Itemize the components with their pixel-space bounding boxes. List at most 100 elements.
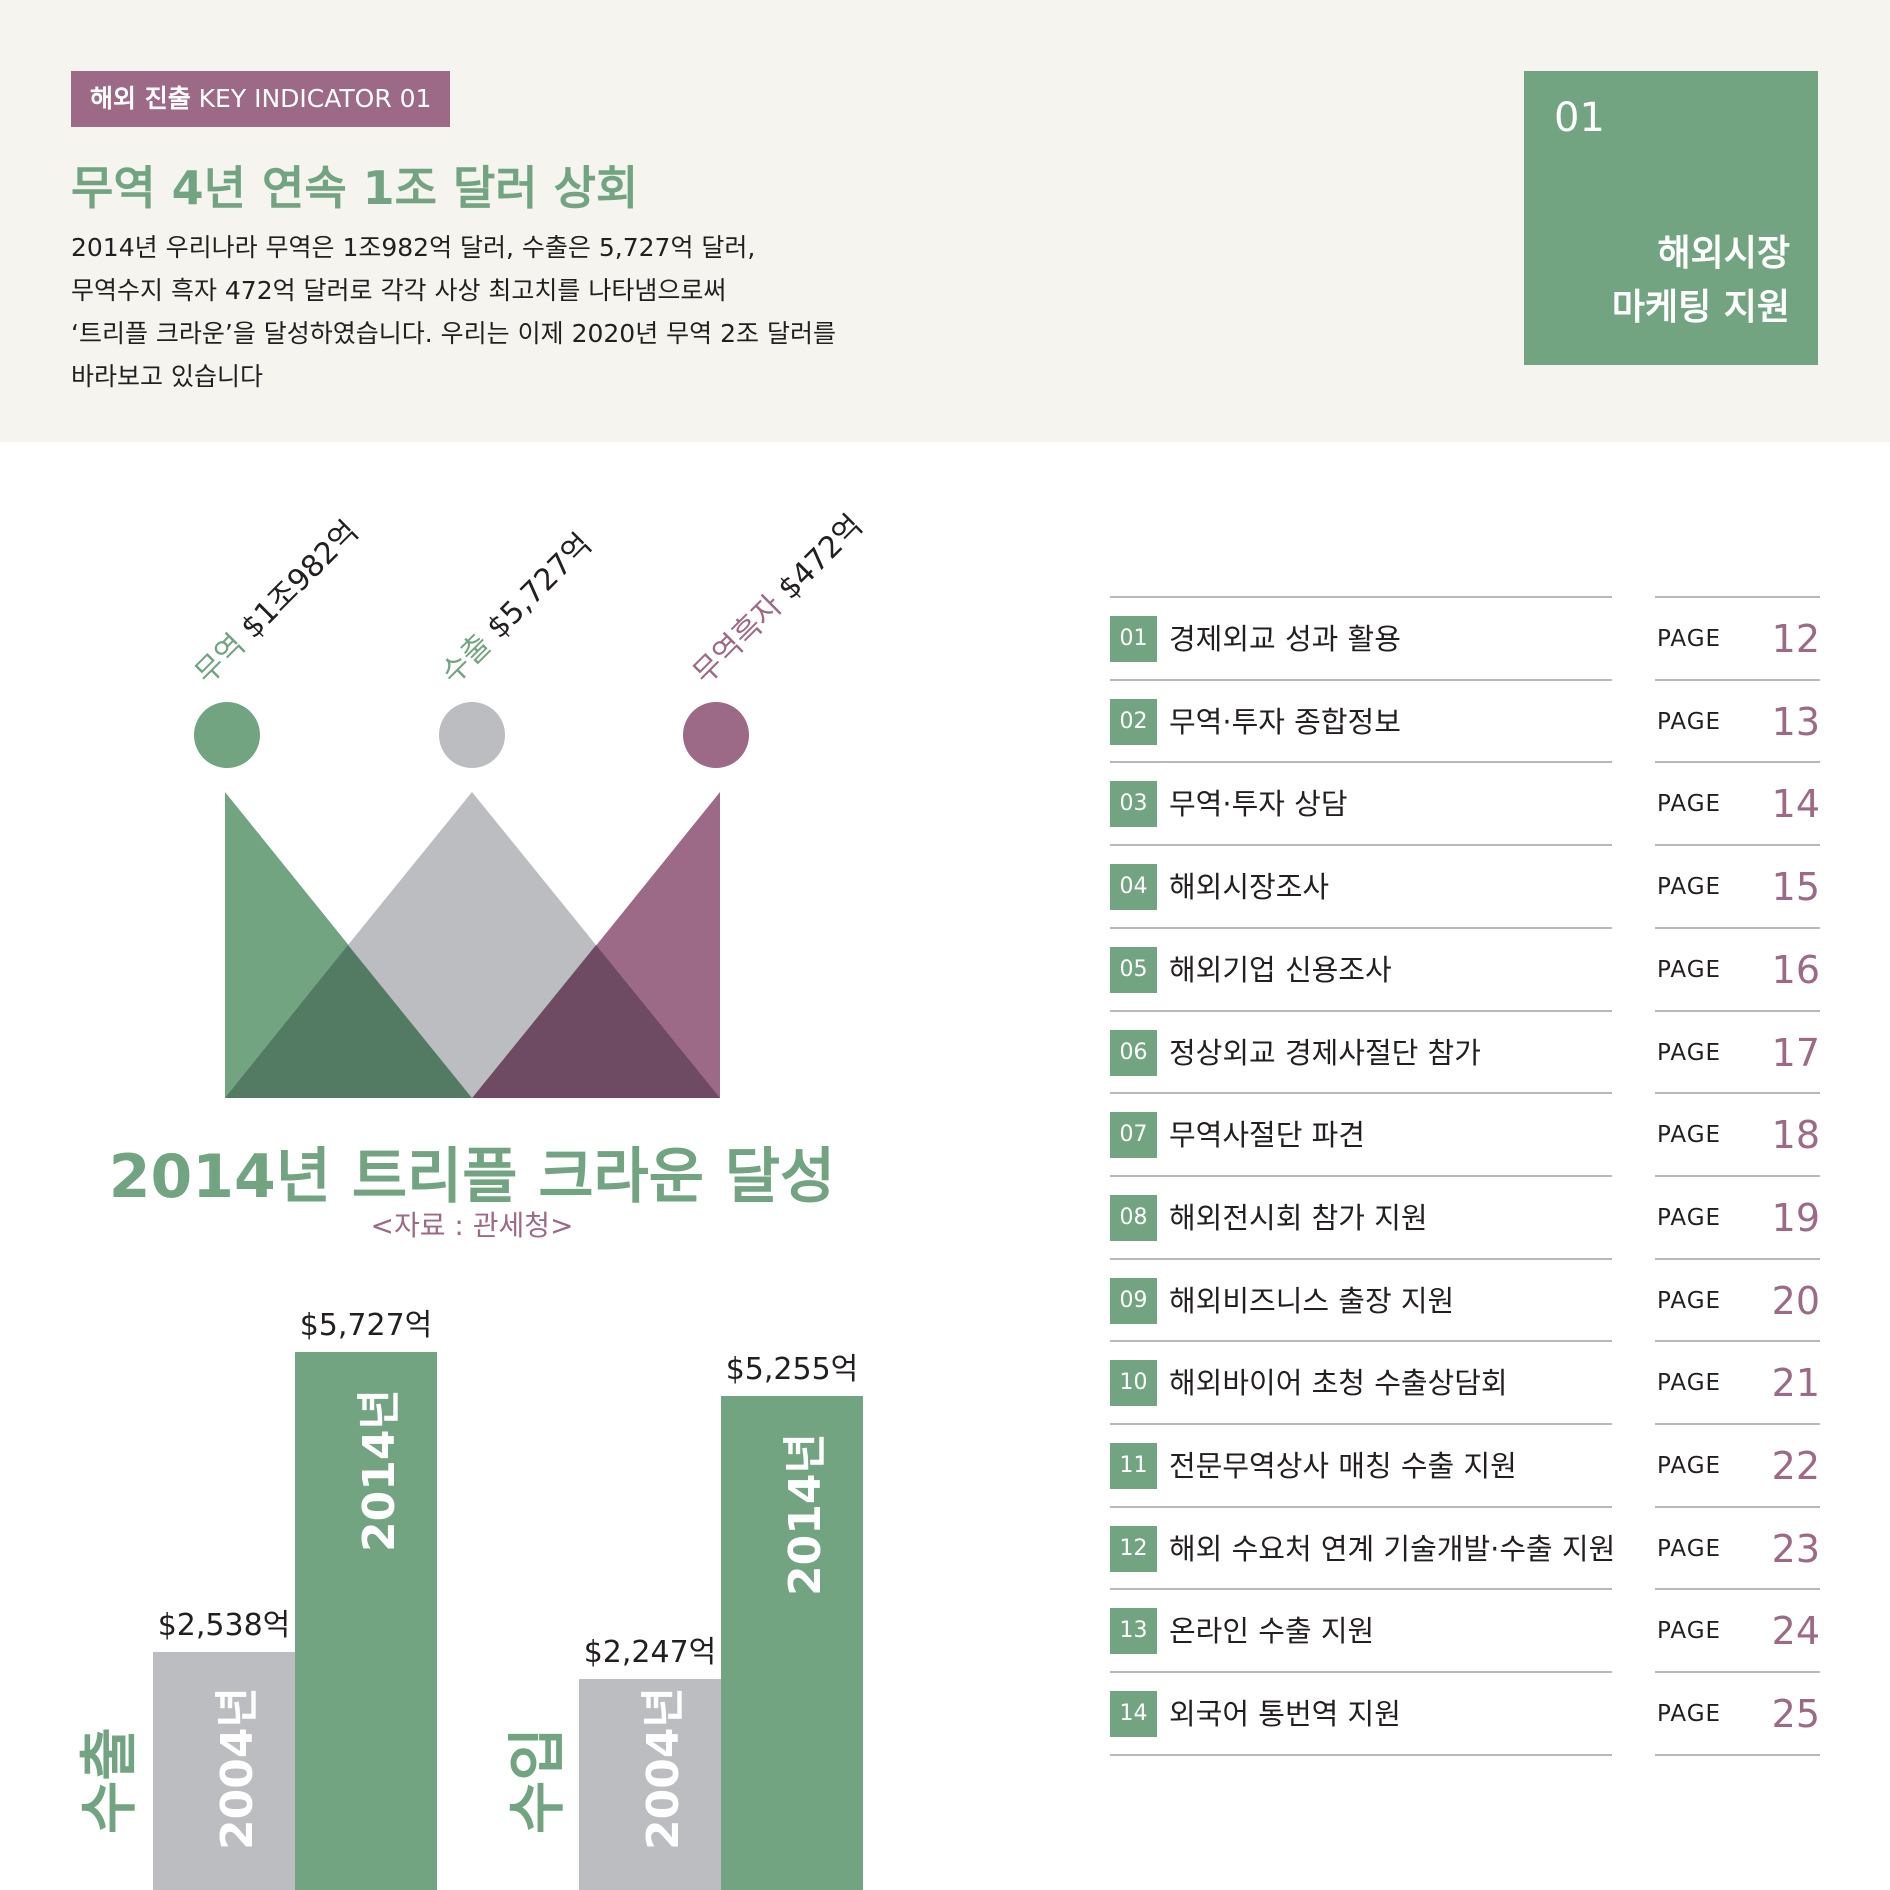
key-indicator-tag: 해외 진출 KEY INDICATOR 01 <box>71 71 451 127</box>
description-line: ‘트리플 크라운’을 달성하였습니다. 우리는 이제 2020년 무역 2조 달… <box>71 319 836 348</box>
toc-page-number: 22 <box>1771 1444 1820 1488</box>
toc-page-label: PAGE <box>1657 1536 1722 1562</box>
toc-page-number: 21 <box>1771 1361 1820 1405</box>
toc-page-label: PAGE <box>1657 1701 1722 1727</box>
page-title: 무역 4년 연속 1조 달러 상회 <box>71 161 639 215</box>
toc-number: 06 <box>1110 1030 1157 1076</box>
toc-label: 무역·투자 종합정보 <box>1169 705 1401 739</box>
toc-page-number: 12 <box>1771 617 1820 661</box>
bar-value-label: $2,247억 <box>583 1635 717 1670</box>
toc-label: 정상외교 경제사절단 참가 <box>1169 1036 1481 1070</box>
bar-year-label: 2004년 <box>212 1687 263 1850</box>
toc-page-number: 18 <box>1771 1113 1820 1157</box>
divider <box>1655 927 1820 929</box>
divider <box>1110 1671 1612 1673</box>
toc-label: 해외시장조사 <box>1169 870 1330 904</box>
divider <box>1110 1258 1612 1260</box>
bar-year-label: 2014년 <box>354 1389 405 1552</box>
divider <box>1655 1092 1820 1094</box>
toc-row[interactable]: 12 해외 수요처 연계 기술개발·수출 지원 PAGE 23 <box>1110 1506 1820 1589</box>
bar-group-label: 수출 <box>75 1727 143 1834</box>
divider <box>1110 761 1612 763</box>
triple-crown-graphic <box>194 702 749 1098</box>
toc-number: 11 <box>1110 1443 1157 1489</box>
toc-row[interactable]: 14 외국어 통번역 지원 PAGE 25 <box>1110 1671 1820 1754</box>
section-number: 01 <box>1554 95 1605 141</box>
toc-label: 해외 수요처 연계 기술개발·수출 지원 <box>1169 1532 1616 1566</box>
toc-page-number: 16 <box>1771 948 1820 992</box>
divider <box>1110 1506 1612 1508</box>
divider <box>1110 927 1612 929</box>
toc-page-number: 15 <box>1771 865 1820 909</box>
toc-row[interactable]: 13 온라인 수출 지원 PAGE 24 <box>1110 1588 1820 1671</box>
divider <box>1655 679 1820 681</box>
toc-page-number: 13 <box>1771 700 1820 744</box>
bar: 2014년 <box>295 1352 437 1890</box>
toc-page-label: PAGE <box>1657 709 1722 735</box>
toc-row[interactable]: 07 무역사절단 파견 PAGE 18 <box>1110 1092 1820 1175</box>
divider <box>1655 1175 1820 1177</box>
toc-page-label: PAGE <box>1657 1370 1722 1396</box>
toc-page-number: 19 <box>1771 1196 1820 1240</box>
divider <box>1110 596 1612 598</box>
data-source: <자료 : 관세청> <box>370 1209 574 1242</box>
toc-row[interactable]: 05 해외기업 신용조사 PAGE 16 <box>1110 927 1820 1010</box>
tag-category: 해외 진출 <box>90 84 191 113</box>
crown-title: 2014년 트리플 크라운 달성 <box>108 1142 836 1212</box>
toc-page-label: PAGE <box>1657 874 1722 900</box>
bar-group-label: 수입 <box>503 1727 571 1834</box>
toc-row[interactable]: 09 해외비즈니스 출장 지원 PAGE 20 <box>1110 1258 1820 1341</box>
toc-row[interactable]: 03 무역·투자 상담 PAGE 14 <box>1110 761 1820 844</box>
trade-dot <box>194 702 260 768</box>
divider <box>1655 1588 1820 1590</box>
divider <box>1655 1258 1820 1260</box>
toc-number: 14 <box>1110 1691 1157 1737</box>
toc-number: 13 <box>1110 1608 1157 1654</box>
divider <box>1110 1423 1612 1425</box>
toc-label: 무역사절단 파견 <box>1169 1118 1365 1152</box>
toc-row[interactable]: 01 경제외교 성과 활용 PAGE 12 <box>1110 596 1820 679</box>
header-band: 해외 진출 KEY INDICATOR 01 무역 4년 연속 1조 달러 상회… <box>0 0 1890 442</box>
divider <box>1110 1754 1612 1756</box>
surplus-dot <box>683 702 749 768</box>
toc-number: 12 <box>1110 1526 1157 1572</box>
crown-right-overlap <box>472 945 720 1098</box>
bar: 2014년 <box>721 1396 863 1890</box>
toc-page-label: PAGE <box>1657 1618 1722 1644</box>
toc-number: 07 <box>1110 1112 1157 1158</box>
toc-row[interactable]: 06 정상외교 경제사절단 참가 PAGE 17 <box>1110 1010 1820 1093</box>
toc-label: 해외비즈니스 출장 지원 <box>1169 1284 1455 1318</box>
toc-number: 02 <box>1110 699 1157 745</box>
description-line: 2014년 우리나라 무역은 1조982억 달러, 수출은 5,727억 달러, <box>71 233 756 262</box>
crown-left-overlap <box>225 945 472 1098</box>
toc-page-label: PAGE <box>1657 1288 1722 1314</box>
toc-page-number: 23 <box>1771 1527 1820 1571</box>
divider <box>1655 1671 1820 1673</box>
divider <box>1110 1175 1612 1177</box>
toc-row[interactable]: 08 해외전시회 참가 지원 PAGE 19 <box>1110 1175 1820 1258</box>
toc-page-number: 25 <box>1771 1692 1820 1736</box>
toc-page-label: PAGE <box>1657 957 1722 983</box>
bar-value-label: $2,538억 <box>157 1608 291 1643</box>
toc-number: 01 <box>1110 616 1157 662</box>
divider <box>1655 1340 1820 1342</box>
section-badge: 01 해외시장 마케팅 지원 <box>1524 71 1818 365</box>
toc-label: 해외기업 신용조사 <box>1169 953 1392 987</box>
section-title-line: 마케팅 지원 <box>1611 287 1790 328</box>
toc-row[interactable]: 11 전문무역상사 매칭 수출 지원 PAGE 22 <box>1110 1423 1820 1506</box>
tag-indicator: KEY INDICATOR 01 <box>190 84 432 113</box>
toc-page-label: PAGE <box>1657 626 1722 652</box>
toc-page-label: PAGE <box>1657 1122 1722 1148</box>
toc-page-label: PAGE <box>1657 1453 1722 1479</box>
bar-value-label: $5,727억 <box>299 1308 433 1343</box>
divider <box>1655 1010 1820 1012</box>
toc-row[interactable]: 04 해외시장조사 PAGE 15 <box>1110 844 1820 927</box>
bar-year-label: 2014년 <box>780 1433 831 1596</box>
toc-row[interactable]: 02 무역·투자 종합정보 PAGE 13 <box>1110 679 1820 762</box>
bar: 2004년 <box>153 1652 295 1890</box>
toc-page-number: 14 <box>1771 782 1820 826</box>
toc-number: 03 <box>1110 781 1157 827</box>
section-title-line: 해외시장 <box>1657 233 1790 274</box>
toc-row[interactable]: 10 해외바이어 초청 수출상담회 PAGE 21 <box>1110 1340 1820 1423</box>
toc-label: 전문무역상사 매칭 수출 지원 <box>1169 1449 1517 1483</box>
